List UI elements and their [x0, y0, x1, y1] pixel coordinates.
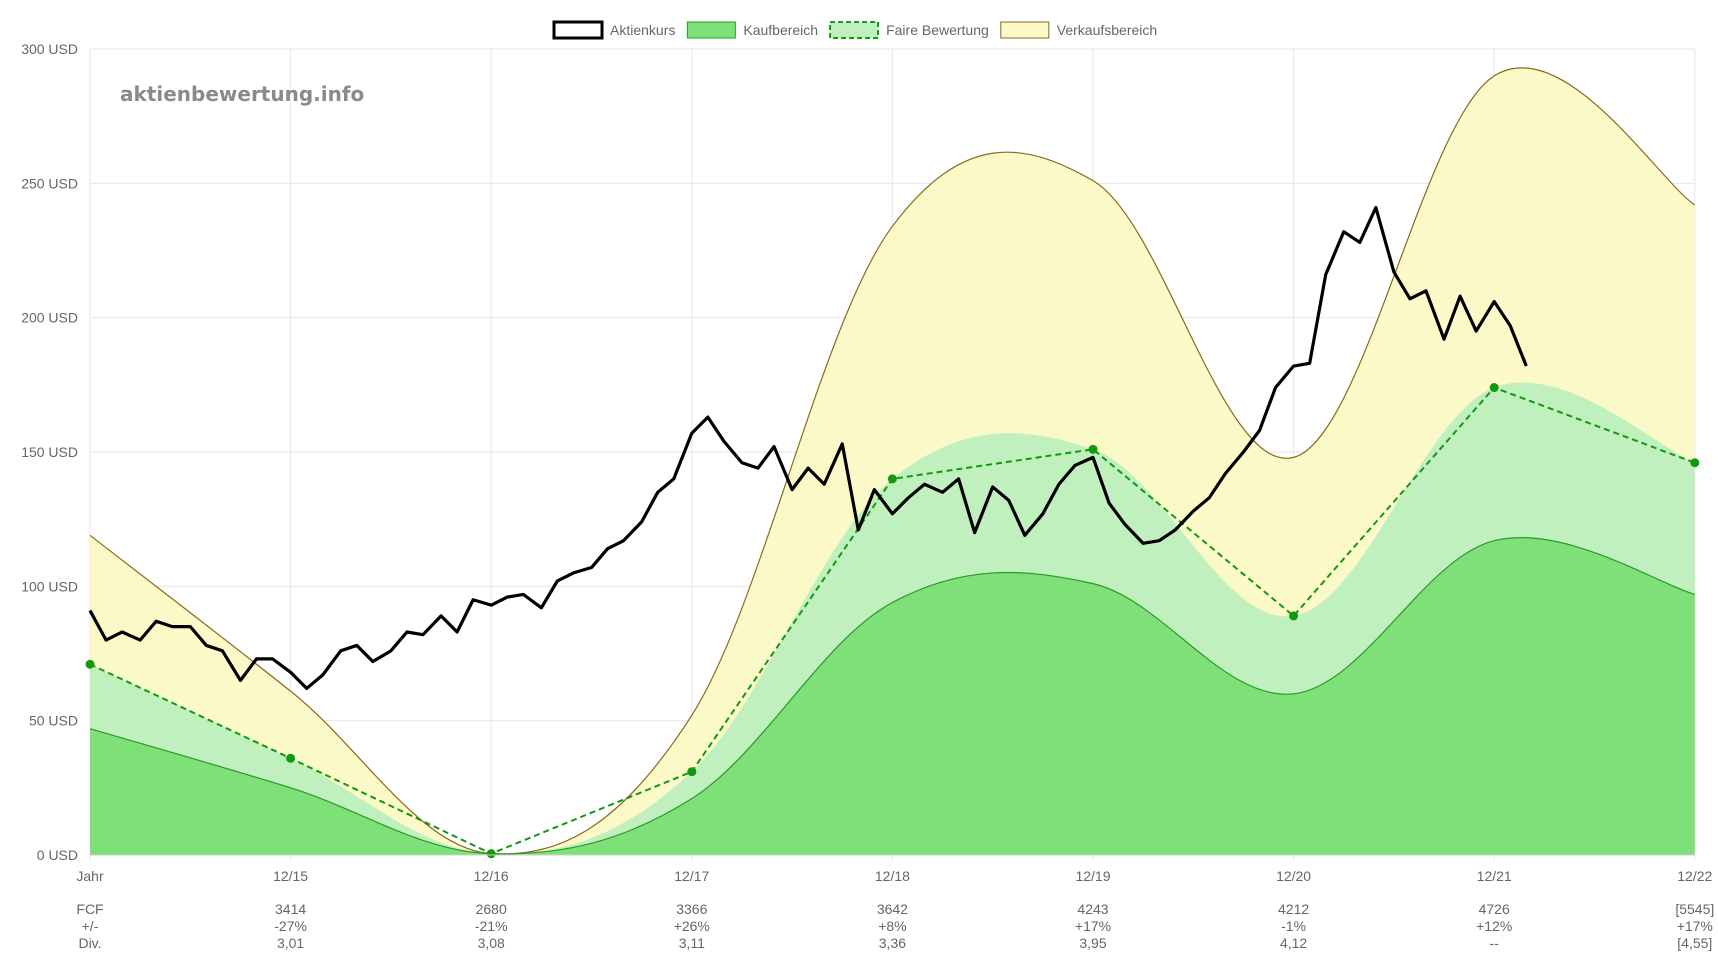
- x-tick-label: 12/18: [875, 868, 910, 884]
- areas: [90, 67, 1695, 855]
- watermark-logo: aktienbewertung.info: [120, 82, 364, 106]
- legend-item-fair[interactable]: Faire Bewertung: [829, 21, 989, 39]
- table-cell: [5545]: [1675, 901, 1714, 917]
- price-line-path: [88, 205, 1528, 691]
- fair-points: [85, 383, 1700, 859]
- legend-item-price[interactable]: Aktienkurs: [552, 20, 675, 40]
- legend-label: Kaufbereich: [743, 22, 818, 38]
- table-cell: 3,01: [277, 935, 304, 951]
- fair-point: [85, 659, 95, 669]
- table-cell: 2680: [476, 901, 507, 917]
- table-cell: 3,11: [679, 935, 705, 951]
- table-cell: --: [1490, 935, 1500, 951]
- x-tick-label: 12/15: [273, 868, 308, 884]
- fundamentals-table: FCF 3414 2680 3366 3642 4243 4212 4726 [5545] +/-…: [76, 901, 1714, 951]
- table-cell: +12%: [1476, 918, 1512, 934]
- y-tick-label: 300 USD: [21, 41, 78, 57]
- table-cell: 4,12: [1280, 935, 1307, 951]
- table-cell: -21%: [475, 918, 508, 934]
- legend-swatch-price: [552, 20, 604, 40]
- table-cell: -27%: [274, 918, 307, 934]
- fair-point: [687, 767, 697, 777]
- x-tick-label: 12/16: [474, 868, 509, 884]
- legend-label: Verkaufsbereich: [1057, 22, 1157, 38]
- y-tick-label: 50 USD: [29, 713, 78, 729]
- table-row-label: Div.: [78, 935, 101, 951]
- legend-swatch-fair: [829, 21, 880, 39]
- legend[interactable]: Aktienkurs Kaufbereich Faire Bewertung Verk…: [552, 20, 1157, 40]
- table-cell: 3414: [275, 901, 306, 917]
- table-cell: +17%: [1677, 918, 1713, 934]
- table-cell: 3,08: [478, 935, 505, 951]
- price-line: [88, 205, 1528, 691]
- y-tick-label: 200 USD: [21, 310, 78, 326]
- axes: 0 USD 50 USD 100 USD 150 USD 200 USD 250 USD 3…: [21, 41, 1712, 884]
- x-tick-label: Jahr: [76, 868, 104, 884]
- y-tick-label: 0 USD: [37, 847, 78, 863]
- x-tick-label: 12/21: [1477, 868, 1512, 884]
- table-row-label: FCF: [76, 901, 103, 917]
- fair-point: [286, 753, 296, 763]
- x-tick-label: 12/22: [1677, 868, 1712, 884]
- buy-line: [89, 537, 1695, 855]
- buy-area: [90, 537, 1695, 855]
- table-cell: 4212: [1278, 901, 1309, 917]
- legend-item-buy[interactable]: Kaufbereich: [686, 21, 818, 39]
- sell-line: [89, 67, 1696, 855]
- x-tick-label: 12/19: [1075, 868, 1110, 884]
- table-cell: 3366: [676, 901, 707, 917]
- y-tick-label: 250 USD: [21, 175, 78, 191]
- legend-swatch-buy: [686, 21, 736, 39]
- legend-swatch-sell: [1000, 21, 1050, 39]
- table-cell: +8%: [878, 918, 906, 934]
- fair-point: [1690, 458, 1700, 468]
- x-tick-label: 12/17: [674, 868, 709, 884]
- table-cell: +26%: [674, 918, 710, 934]
- table-cell: +17%: [1075, 918, 1111, 934]
- fair-point: [486, 849, 496, 859]
- fair-point: [887, 474, 897, 484]
- legend-label: Faire Bewertung: [886, 22, 989, 38]
- table-cell: [4,55]: [1677, 935, 1712, 951]
- fair-point: [1289, 611, 1299, 621]
- fair-point: [1489, 383, 1499, 393]
- y-tick-label: 100 USD: [21, 578, 78, 594]
- legend-item-sell[interactable]: Verkaufsbereich: [1000, 21, 1157, 39]
- fair-point: [1088, 444, 1098, 454]
- legend-label: Aktienkurs: [610, 22, 675, 38]
- y-tick-label: 150 USD: [21, 444, 78, 460]
- table-cell: 4243: [1077, 901, 1108, 917]
- x-tick-label: 12/20: [1276, 868, 1311, 884]
- table-cell: 3642: [877, 901, 908, 917]
- table-cell: 3,36: [879, 935, 906, 951]
- table-cell: 3,95: [1079, 935, 1106, 951]
- table-cell: 4726: [1479, 901, 1510, 917]
- table-cell: -1%: [1281, 918, 1306, 934]
- table-row-label: +/-: [82, 918, 99, 934]
